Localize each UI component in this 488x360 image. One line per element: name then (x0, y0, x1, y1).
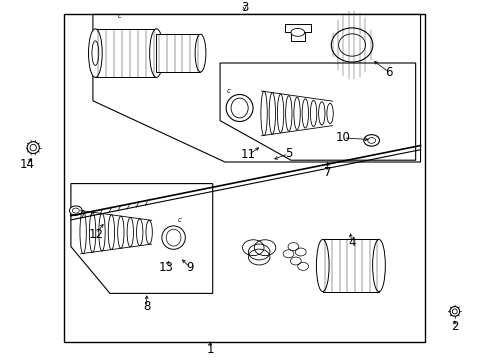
Text: 2: 2 (450, 320, 458, 333)
Text: 1: 1 (206, 343, 214, 356)
Ellipse shape (310, 100, 316, 126)
Ellipse shape (136, 219, 142, 246)
Bar (156, 34, 200, 72)
Ellipse shape (225, 94, 253, 122)
Ellipse shape (108, 215, 114, 249)
Text: 14: 14 (20, 158, 34, 171)
Text: 7: 7 (323, 166, 331, 179)
Circle shape (69, 206, 82, 215)
Bar (290, 26, 304, 41)
Ellipse shape (330, 28, 372, 62)
Circle shape (72, 208, 79, 213)
Text: 5: 5 (284, 147, 292, 160)
Text: 9: 9 (185, 261, 193, 274)
Ellipse shape (89, 212, 96, 252)
Circle shape (363, 135, 379, 146)
Text: 6: 6 (384, 66, 392, 78)
Ellipse shape (293, 97, 300, 130)
Ellipse shape (127, 217, 133, 247)
Ellipse shape (285, 96, 291, 131)
Bar (322, 239, 378, 292)
Ellipse shape (88, 29, 102, 77)
Bar (95, 29, 156, 77)
Text: c: c (226, 88, 230, 94)
Ellipse shape (195, 34, 205, 72)
Text: 12: 12 (89, 228, 103, 240)
Ellipse shape (146, 220, 152, 244)
Ellipse shape (80, 211, 86, 254)
Text: 8: 8 (142, 300, 150, 313)
Text: c: c (118, 13, 122, 19)
Ellipse shape (277, 94, 283, 132)
Ellipse shape (27, 142, 39, 153)
Ellipse shape (30, 144, 36, 151)
Ellipse shape (302, 99, 308, 128)
Ellipse shape (290, 28, 304, 36)
Ellipse shape (451, 309, 456, 314)
Ellipse shape (149, 29, 163, 77)
Ellipse shape (316, 239, 328, 292)
Text: 10: 10 (335, 131, 350, 144)
Ellipse shape (166, 229, 181, 246)
Ellipse shape (230, 98, 247, 118)
Circle shape (367, 138, 375, 143)
Ellipse shape (326, 103, 333, 123)
Ellipse shape (338, 34, 365, 56)
Ellipse shape (449, 306, 459, 316)
Ellipse shape (162, 226, 185, 249)
Ellipse shape (318, 102, 325, 125)
Ellipse shape (99, 213, 105, 251)
Text: 13: 13 (159, 261, 173, 274)
Text: c: c (178, 217, 182, 223)
Ellipse shape (372, 239, 385, 292)
Ellipse shape (268, 93, 275, 134)
Text: 4: 4 (347, 237, 355, 249)
Text: 11: 11 (241, 148, 255, 161)
Bar (63, 14, 425, 342)
Ellipse shape (261, 91, 266, 136)
Text: 3: 3 (240, 1, 248, 14)
Ellipse shape (92, 41, 99, 65)
Bar (285, 24, 310, 32)
Ellipse shape (118, 216, 124, 248)
